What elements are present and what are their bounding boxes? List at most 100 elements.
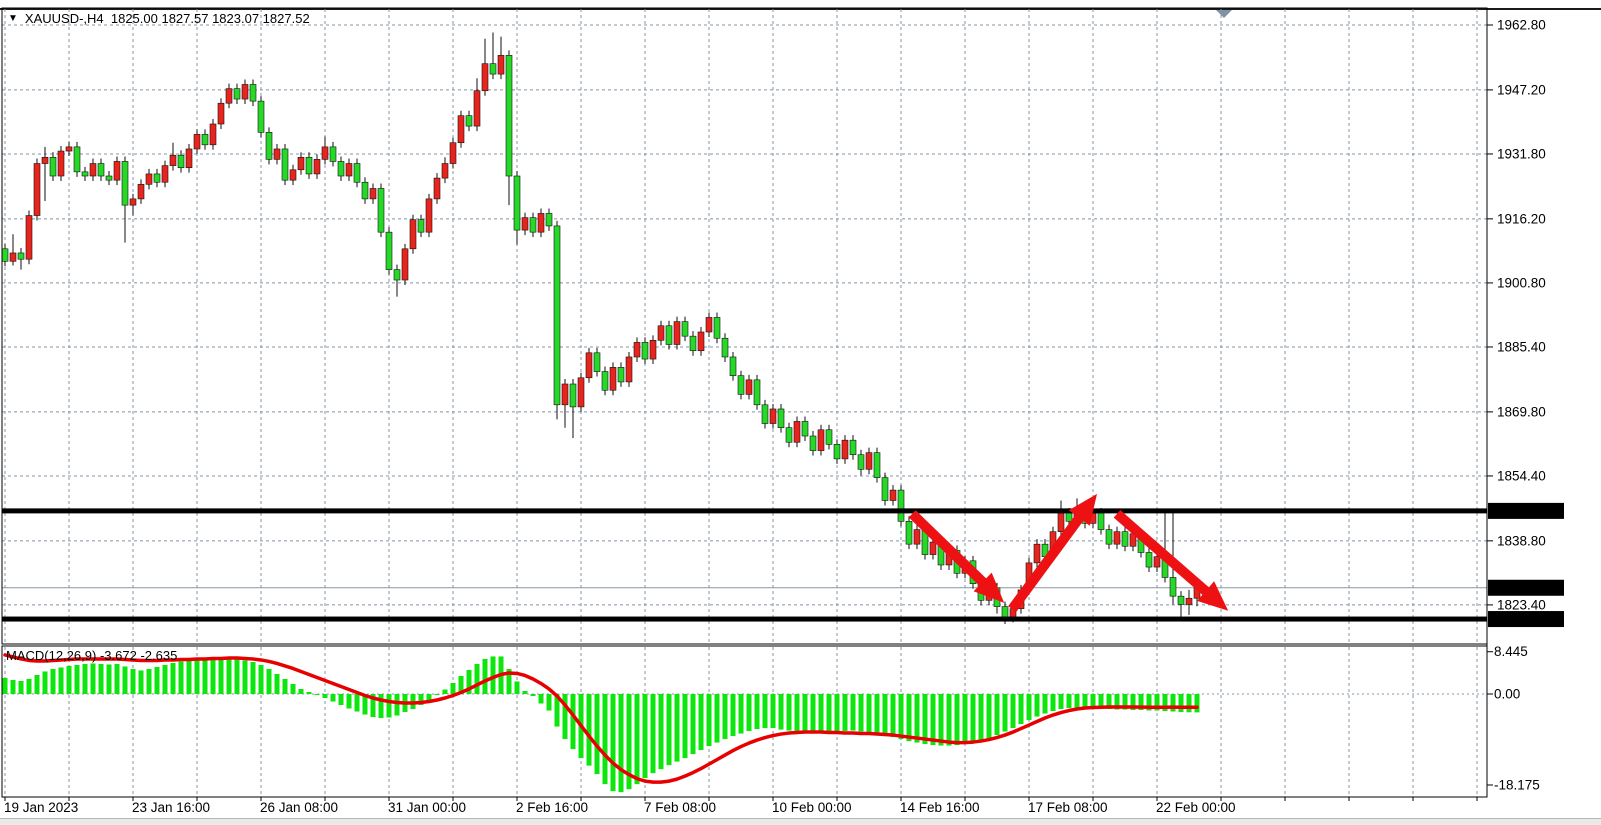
candle-bearish: [1169, 577, 1177, 597]
candle-bearish: [73, 146, 81, 173]
trend-arrow-down[interactable]: [908, 510, 989, 589]
candle-bearish: [465, 115, 473, 127]
macd-histogram-bar: [186, 660, 192, 694]
symbol-dropdown-icon[interactable]: ▼: [8, 13, 18, 24]
macd-histogram-bar: [1050, 694, 1056, 712]
candle-bearish: [833, 444, 841, 460]
window-top-border: [0, 8, 1601, 10]
candle-bearish: [1, 248, 9, 262]
candle-bullish: [441, 163, 449, 179]
support-resistance-line[interactable]: [2, 508, 1487, 514]
candle-bullish: [409, 219, 417, 250]
macd-histogram-bar: [666, 694, 672, 766]
macd-histogram-bar: [514, 681, 520, 694]
macd-histogram-bar: [1114, 694, 1120, 710]
time-axis-label: 19 Jan 2023: [4, 800, 78, 815]
candle-bearish: [233, 88, 241, 100]
support-resistance-line[interactable]: [2, 616, 1487, 622]
macd-histogram-bar: [74, 664, 80, 694]
candle-bullish: [1185, 597, 1193, 605]
macd-histogram-bar: [50, 668, 56, 694]
macd-histogram-bar: [842, 694, 848, 732]
candle-bullish: [497, 55, 505, 75]
candle-bullish: [625, 356, 633, 383]
candle-bullish: [817, 429, 825, 451]
candle-bearish: [393, 269, 401, 281]
macd-histogram-bar: [602, 694, 608, 785]
candle-bearish: [329, 146, 337, 162]
candle-bearish: [553, 225, 561, 406]
macd-histogram-bar: [810, 694, 816, 732]
candle-bearish: [601, 371, 609, 391]
candle-bearish: [569, 383, 577, 408]
macd-histogram-bar: [162, 664, 168, 694]
candle-bearish: [849, 439, 857, 456]
candle-bearish: [81, 171, 89, 177]
macd-histogram-bar: [34, 674, 40, 694]
candle-bearish: [777, 408, 785, 428]
macd-axis-label: 8.445: [1494, 644, 1528, 659]
macd-histogram-bar: [610, 694, 616, 792]
candle-bullish: [841, 439, 849, 460]
trend-arrow-down[interactable]: [1113, 510, 1212, 598]
macd-histogram-bar: [1106, 694, 1112, 710]
macd-histogram-bar: [298, 688, 304, 694]
candle-bullish: [889, 489, 897, 501]
candle-bullish: [57, 150, 65, 177]
candle-bearish: [1121, 531, 1129, 547]
macd-histogram-bar: [290, 683, 296, 694]
macd-histogram-bar: [82, 663, 88, 694]
chart-shift-marker-icon[interactable]: [1216, 10, 1232, 18]
candle-bearish: [825, 429, 833, 445]
candle-bullish: [929, 541, 937, 555]
candle-bullish: [585, 352, 593, 379]
candle-bullish: [537, 213, 545, 233]
candle-bearish: [105, 175, 113, 181]
candle-bullish: [673, 321, 681, 345]
macd-histogram-bar: [378, 694, 384, 719]
macd-histogram-bar: [330, 694, 336, 702]
macd-histogram-bar: [962, 694, 968, 745]
macd-histogram-bar: [1058, 694, 1064, 710]
macd-histogram-bar: [882, 694, 888, 736]
macd-histogram-bar: [106, 664, 112, 694]
price-axis-label: 1916.20: [1497, 211, 1546, 226]
candle-bearish: [265, 132, 273, 160]
macd-histogram-bar: [738, 694, 744, 734]
macd-histogram-bar: [698, 694, 704, 751]
candle-bearish: [873, 452, 881, 478]
macd-histogram-bar: [850, 694, 856, 731]
chart-title-ohlc: XAUUSD-,H4 1825.00 1827.57 1823.07 1827.…: [24, 11, 310, 26]
trend-arrow-up[interactable]: [1008, 511, 1086, 613]
macd-histogram-bar: [674, 694, 680, 762]
macd-histogram-bar: [794, 694, 800, 732]
candle-bullish: [521, 217, 529, 231]
candle-bearish: [1105, 529, 1113, 545]
time-axis-label: 31 Jan 00:00: [388, 800, 466, 815]
macd-histogram-bar: [682, 694, 688, 759]
candle-bullish: [41, 156, 49, 164]
time-axis-label: 23 Jan 16:00: [132, 800, 210, 815]
candle-bullish: [865, 452, 873, 470]
macd-histogram-bar: [834, 694, 840, 732]
candle-bullish: [449, 142, 457, 164]
macd-histogram-bar: [922, 694, 928, 745]
price-axis-label: 1854.40: [1497, 468, 1546, 483]
macd-histogram-bar: [802, 694, 808, 732]
macd-histogram-bar: [250, 661, 256, 694]
trend-arrow-head: [1197, 581, 1229, 611]
price-axis-label: 1869.80: [1497, 404, 1546, 419]
macd-histogram-bar: [970, 694, 976, 743]
macd-panel-frame: [1, 645, 1488, 798]
macd-histogram-bar: [18, 680, 24, 694]
candle-bearish: [249, 84, 257, 102]
time-axis-label: 10 Feb 00:00: [772, 800, 852, 815]
macd-histogram-bar: [1154, 694, 1160, 711]
macd-histogram-bar: [890, 694, 896, 738]
macd-indicator-name: MACD(12,26,9): [6, 648, 97, 663]
macd-signal-line: [3, 653, 1199, 784]
candle-bullish: [401, 248, 409, 281]
candle-bearish: [761, 404, 769, 424]
macd-histogram-bar: [866, 694, 872, 733]
